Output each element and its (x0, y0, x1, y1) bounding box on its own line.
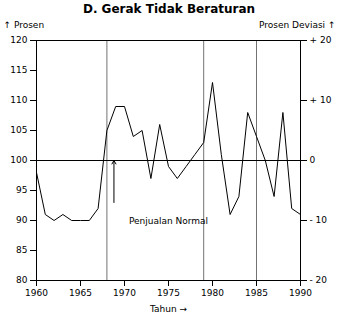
svg-text:120: 120 (10, 35, 27, 45)
svg-text:0: 0 (310, 155, 316, 165)
svg-text:1960: 1960 (25, 288, 48, 298)
svg-text:- 20: - 20 (310, 275, 328, 285)
svg-text:1980: 1980 (201, 288, 224, 298)
svg-text:1970: 1970 (113, 288, 136, 298)
svg-text:1965: 1965 (69, 288, 92, 298)
svg-text:110: 110 (10, 95, 27, 105)
svg-text:100: 100 (10, 155, 27, 165)
svg-text:+ 20: + 20 (310, 35, 332, 45)
svg-text:115: 115 (10, 65, 27, 75)
html-text:D. Gerak Tidak Beraturan: D. Gerak Tidak Beraturan (82, 2, 256, 16)
svg-text:↑ Prosen: ↑ Prosen (4, 20, 45, 30)
svg-text:105: 105 (10, 125, 27, 135)
svg-text:Tahun →: Tahun → (149, 304, 187, 314)
svg-text:80: 80 (16, 275, 28, 285)
svg-text:1975: 1975 (157, 288, 180, 298)
svg-text:85: 85 (16, 245, 27, 255)
svg-text:Penjualan Normal: Penjualan Normal (129, 216, 208, 226)
svg-text:1990: 1990 (289, 288, 312, 298)
svg-text:- 10: - 10 (310, 215, 328, 225)
svg-text:90: 90 (16, 215, 28, 225)
svg-text:95: 95 (16, 185, 27, 195)
svg-text:Prosen Deviasi ↑: Prosen Deviasi ↑ (259, 20, 335, 30)
svg-text:+ 10: + 10 (310, 95, 332, 105)
svg-text:1985: 1985 (245, 288, 268, 298)
